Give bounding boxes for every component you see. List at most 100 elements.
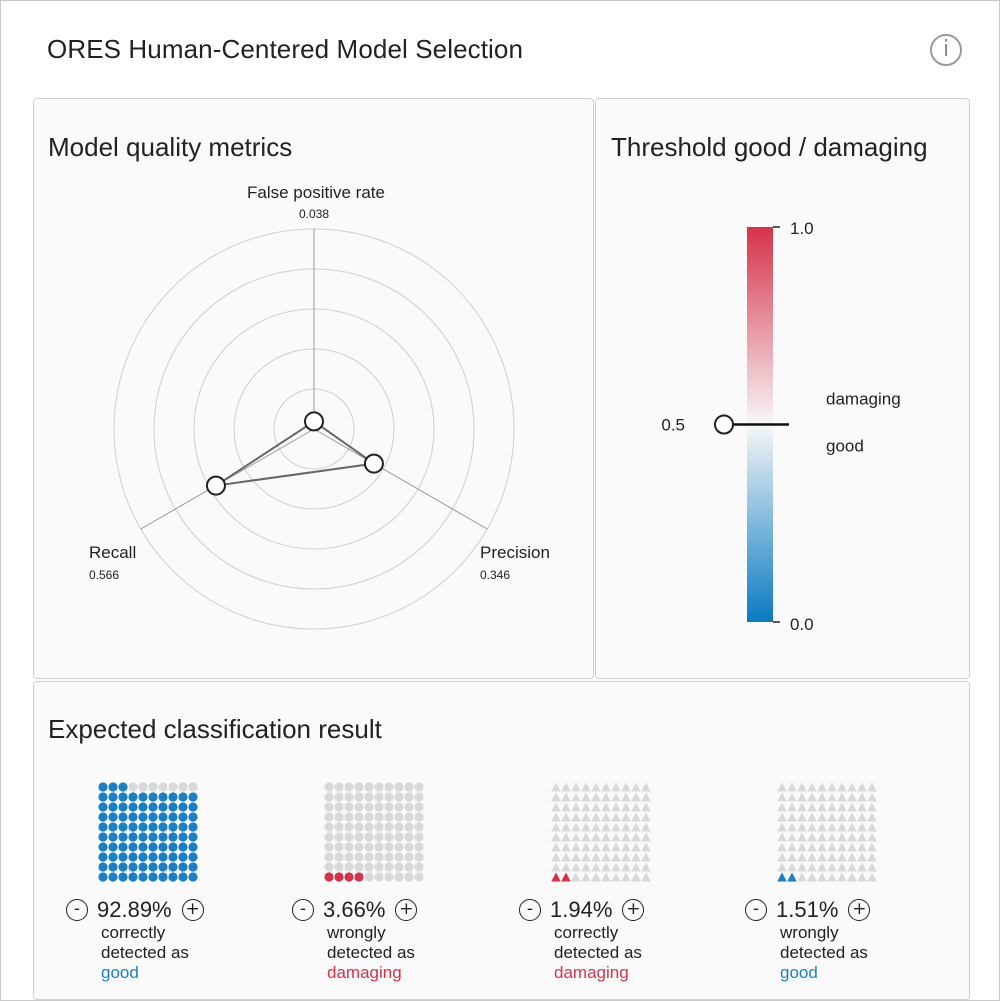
waffle-dot xyxy=(138,822,148,832)
waffle-triangle xyxy=(611,792,621,802)
waffle-triangle xyxy=(601,832,611,842)
increase-button[interactable]: + xyxy=(181,899,204,921)
increase-button[interactable]: + xyxy=(848,899,871,921)
waffle-triangle xyxy=(591,832,601,842)
waffle-triangle xyxy=(561,782,571,792)
waffle-triangle xyxy=(847,832,857,842)
waffle-triangle xyxy=(641,852,651,862)
waffle-triangle xyxy=(561,812,571,822)
waffle-triangle xyxy=(837,862,847,872)
waffle-dot xyxy=(158,792,168,802)
waffle-dot xyxy=(394,782,404,792)
waffle-dot xyxy=(404,862,414,872)
waffle-dot xyxy=(374,822,384,832)
decrease-button[interactable]: - xyxy=(745,899,767,921)
radar-axis-value: 0.038 xyxy=(299,207,329,221)
waffle-triangle xyxy=(551,782,561,792)
radar-axis-label: Precision xyxy=(480,543,550,562)
waffle-dot xyxy=(168,812,178,822)
radar-axis-label: Recall xyxy=(89,543,136,562)
waffle-triangle xyxy=(571,822,581,832)
waffle-triangle xyxy=(847,812,857,822)
waffle-triangle xyxy=(641,792,651,802)
waffle-dot xyxy=(384,782,394,792)
waffle-dot xyxy=(178,832,188,842)
waffle-triangle xyxy=(621,802,631,812)
waffle-triangle xyxy=(551,792,561,802)
waffle-dot xyxy=(108,822,118,832)
waffle-triangle xyxy=(571,872,581,882)
waffle-triangle xyxy=(561,822,571,832)
waffle-dot xyxy=(98,782,108,792)
waffle-dot xyxy=(188,872,198,882)
increase-button[interactable]: + xyxy=(395,899,418,921)
waffle-dot xyxy=(148,832,158,842)
waffle-dot xyxy=(334,862,344,872)
waffle-dot xyxy=(404,822,414,832)
waffle-dot xyxy=(414,832,424,842)
waffle-triangle xyxy=(817,832,827,842)
waffle-dot xyxy=(138,802,148,812)
model-quality-panel: Model quality metrics False positive rat… xyxy=(33,98,594,679)
waffle-triangle xyxy=(797,832,807,842)
waffle-dot xyxy=(118,832,128,842)
result-description: correctly detected as damaging xyxy=(554,923,644,983)
radar-point-2[interactable] xyxy=(363,453,384,474)
waffle-triangle xyxy=(837,872,847,882)
waffle-dot xyxy=(138,792,148,802)
waffle-dot xyxy=(414,812,424,822)
waffle-dot xyxy=(188,822,198,832)
waffle-dot xyxy=(148,822,158,832)
waffle-dot xyxy=(188,802,198,812)
result-percentage: 1.51% xyxy=(776,897,839,922)
decrease-button[interactable]: - xyxy=(66,899,88,921)
damaging-label: damaging xyxy=(826,390,901,409)
waffle-dot xyxy=(364,852,374,862)
waffle-dot xyxy=(384,842,394,852)
scale-min-label: 0.0 xyxy=(790,615,814,634)
threshold-handle[interactable] xyxy=(714,414,734,435)
waffle-dot xyxy=(344,832,354,842)
waffle-dot xyxy=(108,832,118,842)
waffle-chart-3 xyxy=(551,782,651,882)
waffle-triangle xyxy=(787,832,797,842)
waffle-dot xyxy=(158,852,168,862)
waffle-triangle xyxy=(807,802,817,812)
waffle-triangle xyxy=(867,782,877,792)
waffle-triangle xyxy=(817,812,827,822)
waffle-triangle xyxy=(847,842,857,852)
waffle-dot xyxy=(354,832,364,842)
waffle-dot xyxy=(158,822,168,832)
waffle-triangle xyxy=(631,782,641,792)
waffle-triangle xyxy=(807,842,817,852)
waffle-triangle xyxy=(827,782,837,792)
waffle-dot xyxy=(148,812,158,822)
waffle-triangle xyxy=(857,842,867,852)
waffle-triangle xyxy=(581,782,591,792)
decrease-button[interactable]: - xyxy=(292,899,314,921)
waffle-dot xyxy=(324,832,334,842)
waffle-triangle xyxy=(827,792,837,802)
info-icon[interactable]: i xyxy=(930,34,962,66)
waffle-triangle xyxy=(857,832,867,842)
waffle-triangle xyxy=(837,792,847,802)
waffle-triangle xyxy=(847,852,857,862)
waffle-dot xyxy=(404,812,414,822)
waffle-dot xyxy=(128,872,138,882)
waffle-dot xyxy=(138,872,148,882)
increase-button[interactable]: + xyxy=(622,899,645,921)
waffle-triangle xyxy=(807,792,817,802)
waffle-triangle xyxy=(867,802,877,812)
radar-point-1[interactable] xyxy=(304,411,324,432)
decrease-button[interactable]: - xyxy=(519,899,541,921)
waffle-dot xyxy=(168,782,178,792)
waffle-triangle xyxy=(561,872,571,882)
waffle-triangle xyxy=(857,792,867,802)
waffle-dot xyxy=(334,852,344,862)
radar-point-3[interactable] xyxy=(205,475,226,496)
waffle-triangle xyxy=(641,862,651,872)
waffle-dot xyxy=(384,862,394,872)
waffle-dot xyxy=(178,782,188,792)
waffle-dot xyxy=(394,802,404,812)
waffle-triangle xyxy=(867,862,877,872)
